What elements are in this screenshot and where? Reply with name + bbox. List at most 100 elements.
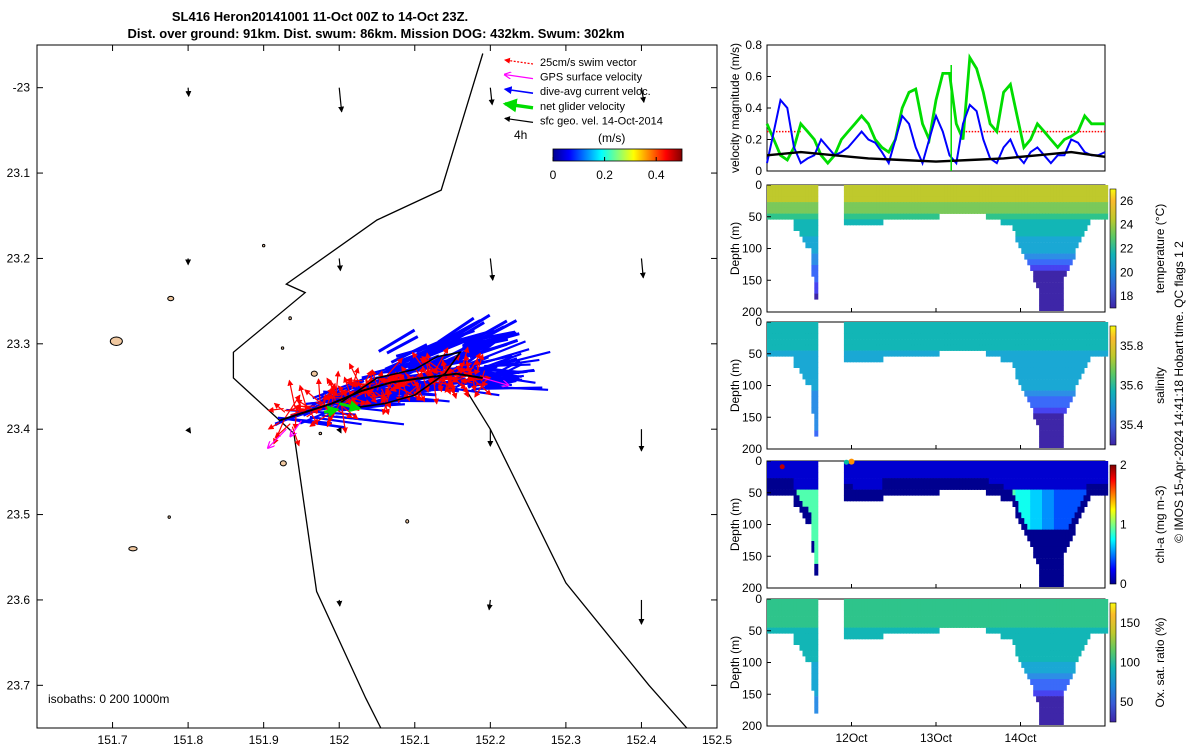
chl-a-cell bbox=[1036, 541, 1041, 547]
oxygen-cell bbox=[1095, 627, 1100, 634]
chl-a-cell bbox=[1071, 506, 1076, 513]
oxygen-cell bbox=[1065, 667, 1070, 674]
salinity-cell bbox=[888, 339, 893, 346]
chl-a-cell bbox=[932, 466, 937, 473]
oxygen-cell bbox=[811, 639, 816, 645]
oxygen-cell bbox=[897, 599, 902, 605]
temperature-cell bbox=[1030, 230, 1035, 237]
chl-a-cell bbox=[968, 461, 973, 467]
salinity-cell bbox=[1089, 344, 1094, 351]
salinity-cell bbox=[790, 339, 795, 346]
chl-a-cell bbox=[1012, 495, 1017, 502]
temperature-cell bbox=[897, 207, 902, 214]
chl-a-cell bbox=[1006, 489, 1011, 496]
oxygen-cell bbox=[1039, 599, 1044, 605]
oxygen-cell bbox=[1059, 719, 1064, 725]
temperature-cell bbox=[974, 185, 978, 191]
geo-vector bbox=[185, 87, 192, 98]
chl-a-cell bbox=[1062, 518, 1067, 525]
oxygen-cell bbox=[1018, 650, 1023, 657]
salinity-cell bbox=[787, 327, 792, 334]
temperature-cell bbox=[861, 207, 866, 214]
temperature-cell bbox=[1042, 276, 1046, 283]
temperature-cell bbox=[917, 202, 922, 209]
temperature-cell bbox=[903, 185, 907, 191]
salinity-cell bbox=[1071, 356, 1076, 363]
salinity-cell bbox=[947, 333, 952, 340]
temperature-cell bbox=[1092, 185, 1097, 191]
temperature-cell bbox=[956, 190, 961, 197]
chl-a-cell bbox=[1027, 512, 1032, 519]
oxygen-cell bbox=[814, 690, 819, 697]
temperature-cell bbox=[977, 190, 981, 197]
chl-a-cell bbox=[846, 461, 851, 467]
salinity-cell bbox=[953, 333, 958, 340]
temperature-cell bbox=[988, 185, 993, 191]
temperature-cell bbox=[1024, 207, 1029, 214]
oxygen-cell bbox=[1015, 639, 1020, 645]
oxygen-cell bbox=[790, 621, 795, 628]
chl-a-cell bbox=[974, 461, 978, 467]
salinity-cell bbox=[979, 339, 984, 346]
oxygen-cell bbox=[772, 604, 777, 611]
salinity-cell bbox=[938, 327, 943, 334]
temperature-cell bbox=[920, 185, 925, 191]
salinity-cell bbox=[923, 322, 928, 328]
salinity-cell bbox=[1056, 367, 1061, 374]
chl-a-cell bbox=[979, 466, 984, 473]
depth-tick-label: 200 bbox=[742, 305, 762, 319]
chl-a-cell bbox=[1039, 506, 1044, 513]
temperature-cell bbox=[1083, 219, 1088, 226]
temperature-cell bbox=[1033, 207, 1038, 214]
salinity-cell bbox=[879, 339, 884, 346]
temperature-cell bbox=[808, 225, 813, 231]
temperature-cell bbox=[1062, 242, 1067, 249]
salinity-cell bbox=[1006, 350, 1011, 357]
salinity-cell bbox=[953, 339, 958, 346]
temperature-cell bbox=[891, 190, 896, 197]
oxygen-cell bbox=[849, 621, 854, 628]
island bbox=[261, 243, 266, 248]
salinity-cell bbox=[1077, 373, 1082, 380]
chl-a-cell bbox=[767, 461, 771, 467]
chl-a-cell bbox=[1039, 472, 1044, 479]
salinity-cell bbox=[1015, 350, 1020, 357]
salinity-cell bbox=[814, 384, 819, 391]
oxygen-cell bbox=[799, 639, 804, 645]
chl-a-cell bbox=[1071, 489, 1076, 496]
chl-a-cell bbox=[903, 489, 907, 496]
temperature-cell bbox=[770, 185, 774, 191]
temperature-cell bbox=[790, 202, 795, 209]
x-tick-label: 151.7 bbox=[98, 733, 128, 747]
chl-a-cell bbox=[799, 466, 804, 473]
salinity-cell bbox=[1104, 350, 1109, 357]
chl-a-cell bbox=[950, 466, 955, 473]
temperature-cell bbox=[909, 202, 913, 209]
chl-a-cell bbox=[1056, 575, 1061, 582]
salinity-cell bbox=[926, 327, 931, 334]
chl-a-cell bbox=[814, 535, 819, 542]
salinity-cell bbox=[900, 333, 905, 340]
temperature-cell bbox=[1024, 219, 1029, 226]
temperature-cell bbox=[1104, 207, 1109, 214]
oxygen-cell bbox=[1018, 633, 1023, 640]
salinity-cell bbox=[855, 350, 860, 357]
island bbox=[310, 370, 318, 377]
temperature-cell bbox=[1006, 202, 1011, 209]
salinity-cell bbox=[932, 344, 937, 351]
oxygen-cell bbox=[1006, 599, 1011, 605]
temperature-cell bbox=[808, 196, 813, 203]
geo-vector bbox=[488, 87, 495, 106]
oxygen-cell bbox=[1015, 633, 1020, 640]
salinity-cell bbox=[1015, 333, 1020, 340]
salinity-cell bbox=[1009, 356, 1014, 363]
oxygen-cell bbox=[1077, 633, 1082, 640]
temperature-cell bbox=[1053, 219, 1058, 226]
oxygen-cell bbox=[906, 604, 910, 611]
temperature-cell bbox=[1018, 196, 1023, 203]
salinity-cell bbox=[870, 356, 875, 363]
temperature-cell bbox=[1027, 196, 1032, 203]
chl-a-cell bbox=[1036, 501, 1041, 507]
oxygen-cell bbox=[855, 633, 860, 640]
chl-a-cell bbox=[790, 483, 795, 490]
